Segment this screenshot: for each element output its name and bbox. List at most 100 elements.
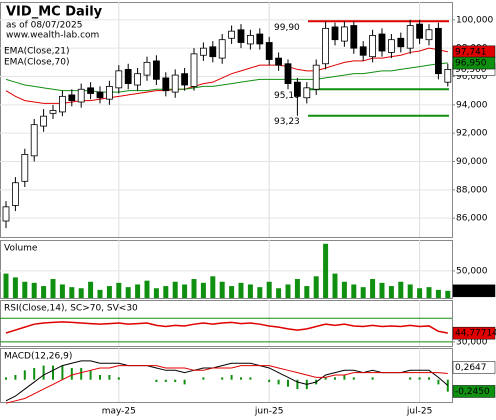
histogram-bar	[117, 377, 120, 380]
histogram-bar	[174, 379, 177, 383]
volume-bar	[97, 289, 103, 298]
y-tick-label: 100,000	[456, 15, 493, 25]
histogram-bar	[23, 370, 26, 380]
last-value-box	[452, 385, 496, 398]
volume-bar	[78, 288, 84, 298]
candle-body	[303, 87, 311, 99]
volume-bar	[332, 273, 338, 298]
histogram-bar	[324, 377, 327, 380]
volume-bar	[257, 287, 263, 298]
rsi-line	[5, 321, 448, 334]
last-value-label: 0,2647	[455, 363, 487, 373]
volume-bar	[285, 284, 291, 298]
candle-body	[406, 25, 414, 49]
y-tick-label: 92,000	[456, 129, 488, 139]
volume-bar	[388, 286, 394, 298]
volume-bar	[210, 276, 216, 298]
candle-body	[199, 47, 207, 56]
candle-body	[115, 70, 123, 89]
candle-body	[322, 27, 330, 65]
candle-body	[246, 35, 254, 45]
last-value-box	[452, 284, 496, 298]
candle-body	[30, 124, 38, 157]
panel-label: MACD(12,26,9)	[4, 352, 72, 362]
last-value-label: 96,500	[455, 65, 487, 75]
candle-body	[106, 86, 113, 100]
histogram-bar	[52, 365, 54, 380]
histogram-bar	[428, 377, 430, 380]
candle-body	[228, 30, 236, 39]
volume-bar	[12, 277, 18, 298]
volume-bar	[407, 284, 413, 298]
volume-bar	[31, 282, 37, 298]
histogram-bar	[5, 377, 7, 380]
candle-body	[21, 154, 29, 182]
x-tick-label: may-25	[102, 407, 136, 417]
candle-body	[444, 69, 452, 83]
volume-bar	[304, 286, 310, 298]
histogram-bar	[249, 377, 252, 380]
volume-bar	[172, 281, 178, 298]
histogram-bar	[437, 379, 440, 385]
y-tick-label: 30,000	[456, 337, 488, 347]
volume-bar	[88, 281, 94, 298]
candle-body	[68, 94, 76, 101]
volume-bar	[247, 284, 253, 298]
last-value-label: 44,77714	[455, 329, 496, 339]
candle-body	[181, 73, 189, 86]
source: www.wealth-lab.com	[6, 31, 99, 41]
candle-body	[143, 61, 151, 76]
histogram-bar	[240, 377, 242, 380]
candle-body	[416, 23, 424, 39]
volume-bar	[445, 290, 451, 298]
volume-bar	[41, 286, 47, 298]
candle-body	[340, 26, 348, 42]
volume-bar	[323, 243, 329, 298]
chart-title: VID_MC Daily	[6, 5, 103, 20]
volume-bar	[135, 284, 141, 298]
candle-body	[124, 69, 132, 84]
volume-bar	[426, 287, 432, 298]
histogram-bar	[164, 379, 167, 383]
volume-bar	[191, 279, 197, 298]
histogram-bar	[108, 375, 111, 380]
histogram-bar	[221, 377, 224, 380]
candle-body	[350, 25, 358, 49]
candle-body	[209, 46, 217, 58]
candle-body	[434, 27, 442, 75]
histogram-bar	[418, 377, 421, 380]
histogram-bar	[343, 375, 346, 380]
y-tick-label: 90,000	[456, 157, 488, 167]
volume-bar	[370, 279, 376, 298]
panel	[0, 300, 453, 347]
annotation: 99,90	[274, 23, 300, 33]
subtitle: as of 08/07/2025	[6, 21, 82, 31]
histogram-bar	[14, 375, 17, 380]
y-tick-label: 94,000	[456, 100, 488, 110]
candle-body	[378, 33, 386, 52]
histogram-bar	[80, 367, 83, 380]
candle-body	[265, 42, 273, 60]
histogram-bar	[371, 377, 374, 380]
volume-bar	[313, 276, 319, 298]
candle-body	[369, 35, 377, 58]
volume-bar	[153, 288, 159, 298]
candle-body	[2, 206, 10, 222]
last-value-label: 97,741	[455, 47, 487, 57]
macd-line	[5, 365, 448, 404]
histogram-bar	[42, 365, 45, 380]
histogram-bar	[334, 377, 336, 380]
panel	[0, 240, 453, 299]
volume-bar	[379, 282, 385, 298]
histogram-bar	[446, 379, 449, 392]
volume-bar	[200, 282, 206, 298]
candle-body	[96, 91, 104, 99]
volume-bar	[59, 284, 65, 298]
candle-body	[152, 60, 160, 80]
candle-body	[275, 57, 283, 66]
volume-bar	[50, 279, 56, 298]
candle-body	[190, 53, 198, 87]
volume-bar	[351, 284, 357, 298]
panel	[0, 348, 453, 403]
